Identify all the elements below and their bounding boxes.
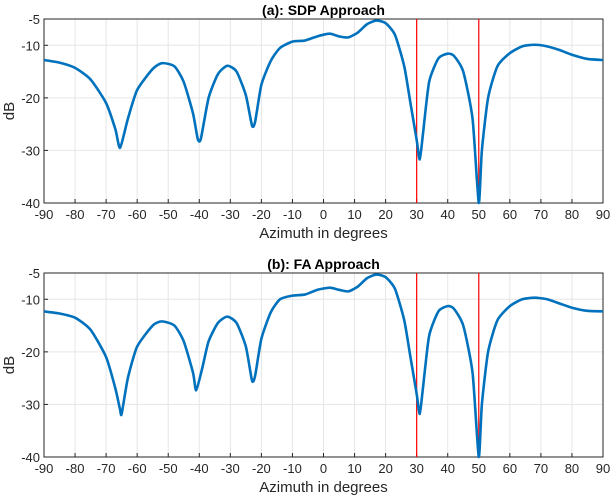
x-tick-label: 10 bbox=[347, 461, 361, 476]
x-tick-label: 50 bbox=[472, 207, 486, 222]
x-tick-label: -50 bbox=[159, 207, 178, 222]
x-tick-label: -30 bbox=[221, 207, 240, 222]
axes-box bbox=[43, 18, 604, 204]
y-tick-label: -20 bbox=[21, 345, 40, 360]
x-tick-label: -10 bbox=[283, 461, 302, 476]
x-tick-label: -30 bbox=[221, 461, 240, 476]
x-tick-label: -80 bbox=[66, 461, 85, 476]
x-tick-label: 90 bbox=[596, 207, 610, 222]
y-tick-label: -20 bbox=[21, 91, 40, 106]
x-tick-label: 0 bbox=[320, 461, 327, 476]
x-tick-label: 90 bbox=[596, 461, 610, 476]
x-tick-label: -60 bbox=[128, 207, 147, 222]
x-tick-label: -80 bbox=[66, 207, 85, 222]
x-tick-label: 70 bbox=[534, 461, 548, 476]
x-tick-label: 30 bbox=[409, 207, 423, 222]
y-axis-label: dB bbox=[1, 102, 18, 120]
x-tick-label: 10 bbox=[347, 207, 361, 222]
y-tick-label: -40 bbox=[21, 196, 40, 211]
x-tick-label: -60 bbox=[128, 461, 147, 476]
subplot-b: -90 -80 -70 -60 -50 -40 -30 -20 -10 0 10 20 30 40 50 60… bbox=[1, 256, 610, 496]
x-tick-label: 60 bbox=[503, 461, 517, 476]
series-line bbox=[43, 19, 604, 205]
x-tick-label: -90 bbox=[35, 207, 54, 222]
y-tick-label: -5 bbox=[28, 266, 40, 281]
y-axis-label: dB bbox=[1, 356, 18, 374]
x-tick-label: -10 bbox=[283, 207, 302, 222]
x-tick-label: 60 bbox=[503, 207, 517, 222]
x-tick-label: -90 bbox=[35, 461, 54, 476]
subplot-a: -90 -80 -70 -60 -50 -40 -30 -20 -10 0 10 20 30 40 50 60… bbox=[1, 2, 610, 242]
x-tick-label: 70 bbox=[534, 207, 548, 222]
y-tick-label: -5 bbox=[28, 12, 40, 27]
y-tick-label: -30 bbox=[21, 143, 40, 158]
y-tick-label: -40 bbox=[21, 450, 40, 465]
series-line bbox=[43, 273, 604, 459]
x-tick-label: 20 bbox=[378, 461, 392, 476]
x-tick-label: 50 bbox=[472, 461, 486, 476]
y-tick-label: -30 bbox=[21, 397, 40, 412]
y-tick-label: -10 bbox=[21, 292, 40, 307]
x-tick-label: -40 bbox=[190, 207, 209, 222]
x-tick-label: 0 bbox=[320, 207, 327, 222]
x-tick-label: -70 bbox=[97, 461, 116, 476]
x-tick-label: 20 bbox=[378, 207, 392, 222]
x-tick-label: 40 bbox=[440, 461, 454, 476]
chart-title: (b): FA Approach bbox=[267, 256, 380, 272]
x-tick-label: -70 bbox=[97, 207, 116, 222]
x-tick-label: -20 bbox=[252, 207, 271, 222]
axes-box bbox=[43, 272, 604, 458]
y-tick-label: -10 bbox=[21, 38, 40, 53]
x-tick-label: 80 bbox=[565, 207, 579, 222]
x-tick-label: 80 bbox=[565, 461, 579, 476]
chart-title: (a): SDP Approach bbox=[262, 2, 385, 18]
x-axis-label: Azimuth in degrees bbox=[259, 225, 387, 242]
x-tick-label: -50 bbox=[159, 461, 178, 476]
x-tick-label: 30 bbox=[409, 461, 423, 476]
x-tick-label: 40 bbox=[440, 207, 454, 222]
x-axis-label: Azimuth in degrees bbox=[259, 479, 387, 496]
x-tick-label: -20 bbox=[252, 461, 271, 476]
x-tick-label: -40 bbox=[190, 461, 209, 476]
